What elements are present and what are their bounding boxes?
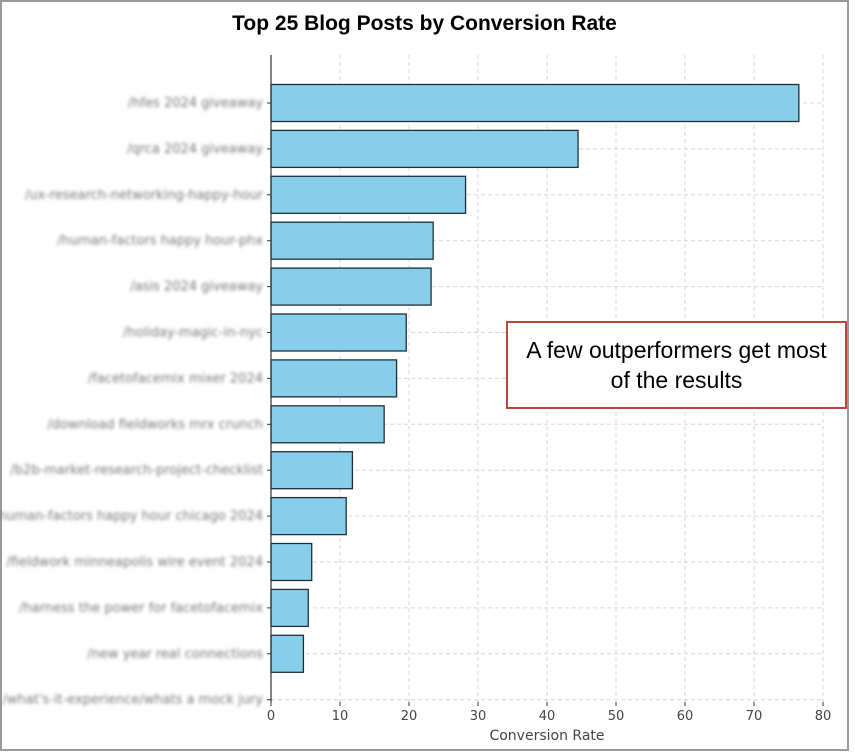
y-tick-label-11: /harness the power for facetofacemix — [19, 601, 263, 616]
x-tick-label-0: 0 — [267, 709, 275, 724]
bar-2 — [270, 175, 467, 214]
x-tick-label-7: 70 — [746, 709, 763, 724]
bar-7 — [270, 405, 385, 444]
y-tick-label-3: /human-factors happy hour-phx — [57, 234, 263, 249]
x-tick-label-3: 30 — [470, 709, 487, 724]
bar-5 — [270, 313, 407, 352]
callout-text: A few outperformers get most of the resu… — [526, 337, 827, 393]
y-tick-label-1: /qrca 2024 giveaway — [127, 142, 263, 157]
y-tick-label-9: /human-factors happy hour chicago 2024 — [0, 509, 263, 524]
chart-title: Top 25 Blog Posts by Conversion Rate — [232, 12, 617, 35]
y-tick-label-12: /new year real connections — [87, 647, 263, 662]
bar-8 — [270, 451, 354, 490]
y-tick-labels: /hfes 2024 giveaway/qrca 2024 giveaway/u… — [0, 96, 271, 708]
y-tick-label-2: /ux-research-networking-happy-hour — [25, 188, 264, 203]
bar-3 — [270, 221, 434, 260]
bar-1 — [270, 129, 579, 169]
bar-9 — [270, 496, 347, 536]
y-tick-label-8: /b2b-market-research-project-checklist — [10, 463, 263, 478]
x-tick-label-5: 50 — [608, 709, 625, 724]
x-tick-label-1: 10 — [332, 709, 349, 724]
y-tick-label-5: /holiday-magic-in-nyc — [123, 326, 263, 341]
bar-12 — [270, 634, 305, 673]
x-tick-label-6: 60 — [677, 709, 694, 724]
bar-4 — [270, 267, 432, 306]
bar-6 — [270, 359, 398, 398]
x-tick-label-2: 20 — [401, 709, 418, 724]
x-tick-labels: 0 10 20 30 40 50 60 70 80 — [267, 702, 831, 724]
bars — [270, 83, 800, 673]
y-tick-label-7: /download fieldworks mrx crunch — [47, 417, 263, 432]
callout-box: A few outperformers get most of the resu… — [506, 321, 847, 409]
y-tick-label-10: /fieldwork minneapolis wire event 2024 — [6, 555, 263, 570]
bar-0 — [270, 83, 800, 123]
y-tick-label-6: /facetofacemix mixer 2024 — [88, 371, 263, 386]
y-tick-label-13: /what's-it-experience/whats a mock jury — [3, 693, 264, 708]
y-tick-label-0: /hfes 2024 giveaway — [128, 96, 263, 111]
x-tick-label-8: 80 — [815, 709, 832, 724]
bar-11 — [270, 588, 309, 628]
x-tick-label-4: 40 — [539, 709, 556, 724]
x-axis-label: Conversion Rate — [489, 728, 604, 744]
y-tick-label-4: /asis 2024 giveaway — [130, 280, 263, 295]
bar-10 — [270, 542, 313, 582]
